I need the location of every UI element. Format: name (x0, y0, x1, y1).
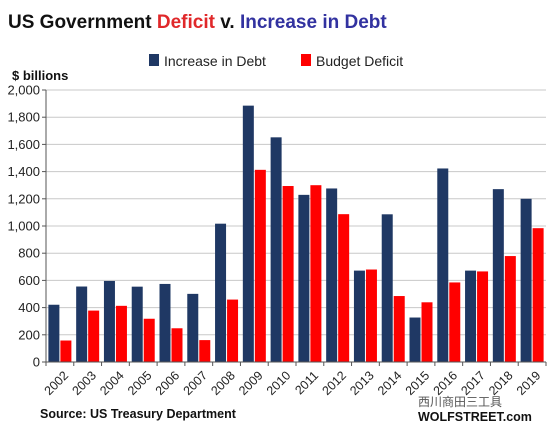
legend-label-deficit: Budget Deficit (316, 53, 403, 69)
y-tick-label: 200 (18, 327, 40, 342)
watermark-text: 西川商田三工具 (418, 394, 502, 409)
bar-budget-deficit (310, 185, 322, 362)
y-tick-label: 1,400 (7, 164, 40, 179)
bars (48, 105, 544, 362)
bar-increase-in-debt (187, 293, 199, 362)
bar-budget-deficit (143, 318, 155, 362)
y-tick-label: 800 (18, 246, 40, 261)
x-tick-label: 2005 (125, 368, 155, 398)
title-part-3: v. (215, 12, 240, 33)
y-axis-ticks: 0 200 400 600 800 1,000 1,200 1,400 1,600 1,800 2,… (7, 83, 46, 370)
bar-budget-deficit (532, 228, 544, 362)
bar-increase-in-debt (242, 105, 254, 362)
bar-budget-deficit (171, 328, 183, 362)
legend-swatch-debt (149, 54, 159, 66)
y-tick-label: 1,800 (7, 110, 40, 125)
source-note: Source: US Treasury Department (40, 407, 237, 421)
bar-budget-deficit (393, 296, 405, 362)
x-tick-label: 2006 (153, 368, 183, 398)
bar-increase-in-debt (270, 137, 282, 362)
bar-increase-in-debt (520, 198, 532, 362)
bar-increase-in-debt (159, 283, 171, 362)
y-tick-label: 2,000 (7, 83, 40, 98)
bar-increase-in-debt (131, 286, 143, 362)
x-tick-label: 2015 (403, 368, 433, 398)
bar-budget-deficit (88, 310, 100, 362)
x-tick-label: 2016 (431, 368, 461, 398)
bar-budget-deficit (365, 269, 377, 362)
bar-increase-in-debt (437, 168, 449, 362)
bar-increase-in-debt (353, 270, 365, 362)
bar-increase-in-debt (465, 270, 477, 362)
bar-budget-deficit (254, 169, 266, 362)
x-tick-label: 2012 (319, 368, 349, 398)
bar-increase-in-debt (381, 214, 393, 362)
bar-budget-deficit (282, 186, 294, 362)
legend-swatch-deficit (301, 54, 311, 66)
bar-budget-deficit (477, 271, 489, 362)
x-tick-label: 2007 (181, 368, 211, 398)
x-tick-label: 2008 (208, 368, 238, 398)
bar-increase-in-debt (215, 223, 227, 362)
bar-increase-in-debt (76, 286, 88, 362)
bar-increase-in-debt (326, 188, 338, 362)
bar-increase-in-debt (492, 189, 504, 362)
y-tick-label: 1,600 (7, 137, 40, 152)
x-tick-label: 2017 (458, 368, 488, 398)
y-unit-label: $ billions (12, 68, 68, 83)
brand-text: WOLFSTREET.com (418, 410, 532, 424)
y-tick-label: 1,000 (7, 219, 40, 234)
title-part-1: US Government (8, 12, 157, 33)
legend: Increase in Debt Budget Deficit (149, 53, 403, 69)
bar-increase-in-debt (103, 280, 115, 362)
gridlines (46, 89, 546, 336)
y-tick-label: 400 (18, 300, 40, 315)
chart-title: US Government Deficit v. Increase in Deb… (8, 12, 387, 33)
bar-increase-in-debt (48, 304, 60, 362)
x-tick-label: 2013 (347, 368, 377, 398)
bar-budget-deficit (449, 282, 461, 362)
x-tick-label: 2010 (264, 368, 294, 398)
bar-budget-deficit (199, 340, 211, 362)
x-axis-ticks: 2002200320042005200620072008200920102011… (42, 362, 547, 398)
bar-budget-deficit (504, 256, 516, 362)
x-tick-label: 2004 (97, 368, 127, 398)
x-tick-label: 2014 (375, 368, 405, 398)
legend-label-debt: Increase in Debt (164, 53, 266, 69)
x-tick-label: 2011 (292, 368, 321, 397)
bar-increase-in-debt (298, 194, 310, 362)
bar-budget-deficit (338, 214, 350, 362)
bar-budget-deficit (421, 302, 433, 362)
x-tick-label: 2002 (42, 368, 72, 398)
y-tick-label: 1,200 (7, 191, 40, 206)
bar-budget-deficit (115, 305, 127, 362)
x-tick-label: 2019 (514, 368, 544, 398)
x-tick-label: 2018 (486, 368, 516, 398)
title-part-deficit: Deficit (157, 12, 216, 33)
y-tick-label: 600 (18, 273, 40, 288)
bar-increase-in-debt (409, 317, 421, 362)
title-part-debt: Increase in Debt (240, 12, 387, 33)
x-tick-label: 2009 (236, 368, 266, 398)
y-tick-label: 0 (33, 355, 40, 370)
x-tick-label: 2003 (69, 368, 99, 398)
bar-budget-deficit (60, 340, 72, 362)
bar-budget-deficit (227, 299, 239, 362)
